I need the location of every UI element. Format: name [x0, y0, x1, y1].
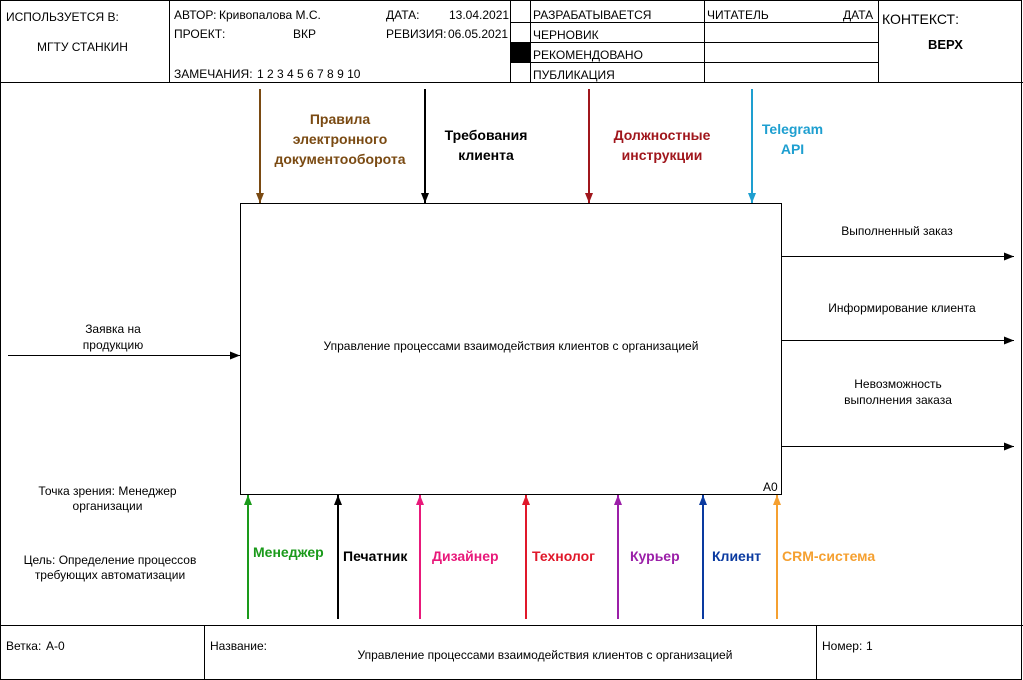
activity-node-number: A0 — [763, 480, 778, 494]
input-label-line2: продукцию — [82, 338, 144, 352]
viewpoint-line2: организации — [72, 499, 143, 513]
mechanism-label-technologist: Технолог — [532, 548, 595, 564]
status-draft: ЧЕРНОВИК — [533, 28, 599, 42]
control-label-rules: Правила электронного документооборота — [260, 109, 420, 169]
project-value: ВКР — [293, 27, 316, 41]
mechanism-label-client: Клиент — [712, 548, 762, 564]
project-label: ПРОЕКТ: — [174, 27, 226, 41]
footer-node-label: Ветка: — [6, 639, 42, 653]
context-value: ВЕРХ — [928, 37, 963, 52]
output-label-impossible: Невозможность выполнения заказа — [818, 376, 978, 408]
input-label: Заявка на продукцию — [53, 321, 173, 353]
used-in-value: МГТУ СТАНКИН — [37, 40, 128, 54]
reader-label: ЧИТАТЕЛЬ — [707, 8, 769, 22]
output-label-impossible-line1: Невозможность — [854, 377, 942, 391]
mechanism-label-designer: Дизайнер — [432, 548, 499, 564]
control-label-requirements-line2: клиента — [458, 147, 514, 163]
context-label: КОНТЕКСТ: — [882, 11, 959, 27]
status-publication: ПУБЛИКАЦИЯ — [533, 68, 615, 82]
control-label-telegram-line1: Telegram — [761, 121, 824, 137]
date-label: ДАТА: — [386, 8, 420, 22]
control-label-telegram: Telegram API — [745, 119, 840, 159]
control-label-telegram-line2: API — [780, 141, 805, 157]
purpose-line1: Цель: Определение процессов — [23, 553, 197, 567]
control-label-requirements-line1: Требования — [444, 127, 528, 143]
purpose-text: Цель: Определение процессов требующих ав… — [10, 553, 210, 583]
status-working: РАЗРАБАТЫВАЕТСЯ — [533, 8, 652, 22]
viewpoint-line1: Точка зрения: Менеджер — [38, 484, 177, 498]
control-label-rules-line2: электронного — [292, 131, 388, 147]
footer-node-value: А-0 — [46, 639, 65, 653]
output-label-inform: Информирование клиента — [828, 301, 976, 315]
footer-number-label: Номер: — [822, 639, 863, 653]
control-label-instructions-line1: Должностные — [613, 127, 711, 143]
control-label-rules-line1: Правила — [309, 111, 371, 127]
output-label-impossible-line2: выполнения заказа — [844, 393, 952, 407]
mechanism-label-manager: Менеджер — [253, 544, 324, 560]
control-label-requirements: Требования клиента — [426, 125, 546, 165]
mechanism-label-crm: CRM-система — [782, 548, 876, 564]
control-label-instructions: Должностные инструкции — [597, 125, 727, 165]
author-value: Кривопалова М.С. — [219, 8, 321, 22]
used-in-label: ИСПОЛЬЗУЕТСЯ В: — [6, 10, 119, 24]
date-value: 13.04.2021 — [449, 8, 510, 22]
footer-title-value: Управление процессами взаимодействия кли… — [357, 648, 733, 662]
activity-label: Управление процессами взаимодействия кли… — [323, 339, 699, 353]
revision-label: РЕВИЗИЯ: — [386, 27, 447, 41]
mechanism-label-printer: Печатник — [343, 548, 408, 564]
reader-date-label: ДАТА — [843, 8, 874, 22]
activity-box — [240, 203, 782, 495]
revision-value: 06.05.2021 — [448, 27, 509, 41]
notes-value: 1 2 3 4 5 6 7 8 9 10 — [257, 67, 361, 81]
status-marker — [511, 43, 530, 62]
input-label-line1: Заявка на — [85, 322, 141, 336]
footer-number-value: 1 — [866, 639, 873, 653]
viewpoint-text: Точка зрения: Менеджер организации — [20, 484, 195, 514]
mechanism-label-courier: Курьер — [630, 548, 680, 564]
control-label-instructions-line2: инструкции — [621, 147, 703, 163]
control-label-rules-line3: документооборота — [274, 151, 406, 167]
status-recommended: РЕКОМЕНДОВАНО — [533, 48, 643, 62]
purpose-line2: требующих автоматизации — [34, 568, 186, 582]
output-label-completed: Выполненный заказ — [841, 224, 953, 238]
notes-label: ЗАМЕЧАНИЯ: — [174, 67, 253, 81]
footer-title-label: Название: — [210, 639, 267, 653]
author-label: АВТОР: — [174, 8, 217, 22]
